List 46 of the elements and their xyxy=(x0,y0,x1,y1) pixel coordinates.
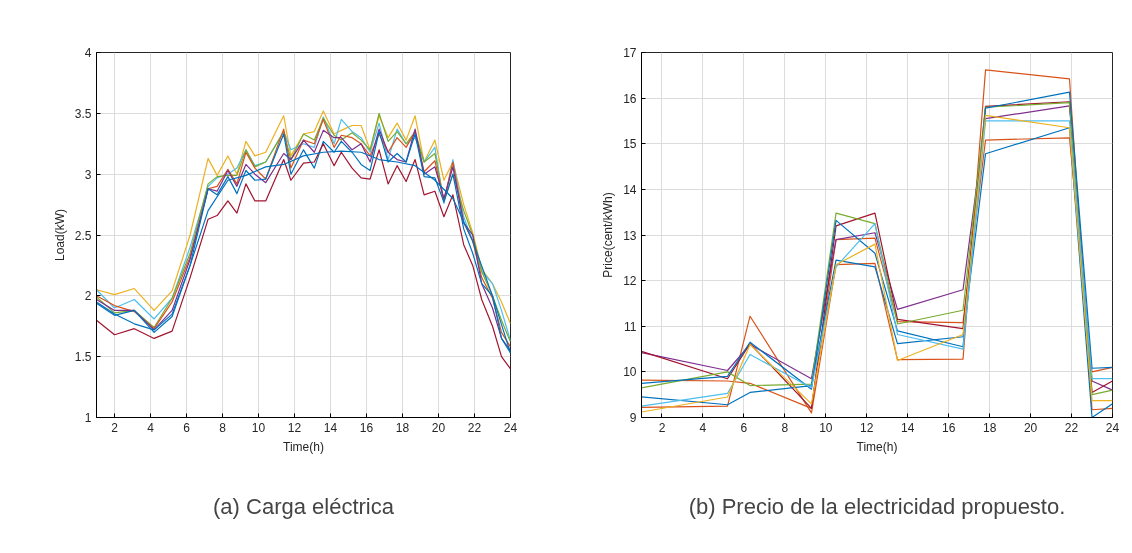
x-tick-label: 20 xyxy=(1023,420,1038,435)
y-axis-title: Price(cent/kWh) xyxy=(601,192,616,278)
x-tick-label: 12 xyxy=(860,420,874,435)
x-tick-label: 6 xyxy=(183,420,191,435)
x-tick-label: 4 xyxy=(147,420,155,435)
x-tick-label: 24 xyxy=(503,420,518,435)
x-tick-label: 10 xyxy=(819,420,833,435)
x-tick-label: 14 xyxy=(323,420,338,435)
y-tick-label: 17 xyxy=(623,46,637,60)
y-tick-label: 16 xyxy=(623,91,637,106)
x-tick-label: 8 xyxy=(781,420,789,435)
x-tick-label: 22 xyxy=(1064,420,1079,435)
x-tick-label: 2 xyxy=(111,420,119,435)
y-tick-label: 13 xyxy=(623,228,637,243)
x-tick-label: 14 xyxy=(901,420,915,435)
y-tick-label: 10 xyxy=(623,365,637,380)
x-tick-label: 22 xyxy=(467,420,482,435)
x-tick-label: 24 xyxy=(1105,420,1120,435)
y-tick-label: 3 xyxy=(84,167,92,182)
x-tick-label: 20 xyxy=(431,420,446,435)
x-axis-title: Time(h) xyxy=(283,439,324,454)
x-tick-label: 18 xyxy=(982,420,997,435)
y-tick-label: 2 xyxy=(84,289,92,304)
x-tick-label: 8 xyxy=(219,420,227,435)
y-tick-label: 1 xyxy=(84,411,92,425)
y-tick-label: 15 xyxy=(623,137,637,152)
x-tick-label: 4 xyxy=(699,420,707,435)
x-tick-label: 16 xyxy=(359,420,374,435)
y-axis-title: Load(kW) xyxy=(52,208,67,262)
y-tick-label: 1.5 xyxy=(74,350,92,365)
x-axis-title: Time(h) xyxy=(856,439,898,454)
y-tick-label: 3.5 xyxy=(74,106,92,121)
y-tick-label: 2.5 xyxy=(74,228,92,243)
x-tick-label: 18 xyxy=(395,420,410,435)
x-tick-label: 16 xyxy=(942,420,956,435)
x-tick-label: 2 xyxy=(658,420,666,435)
y-tick-label: 11 xyxy=(624,319,637,334)
text: (a) Carga eléctrica xyxy=(213,493,395,519)
x-tick-label: 10 xyxy=(251,420,266,435)
text: (b) Precio de la electricidad propuesto. xyxy=(688,493,1066,519)
y-tick-label: 12 xyxy=(623,274,637,289)
y-tick-label: 14 xyxy=(623,182,637,197)
y-tick-label: 4 xyxy=(84,46,92,60)
x-tick-label: 6 xyxy=(740,420,748,435)
x-tick-label: 12 xyxy=(287,420,302,435)
y-tick-label: 9 xyxy=(629,411,637,425)
